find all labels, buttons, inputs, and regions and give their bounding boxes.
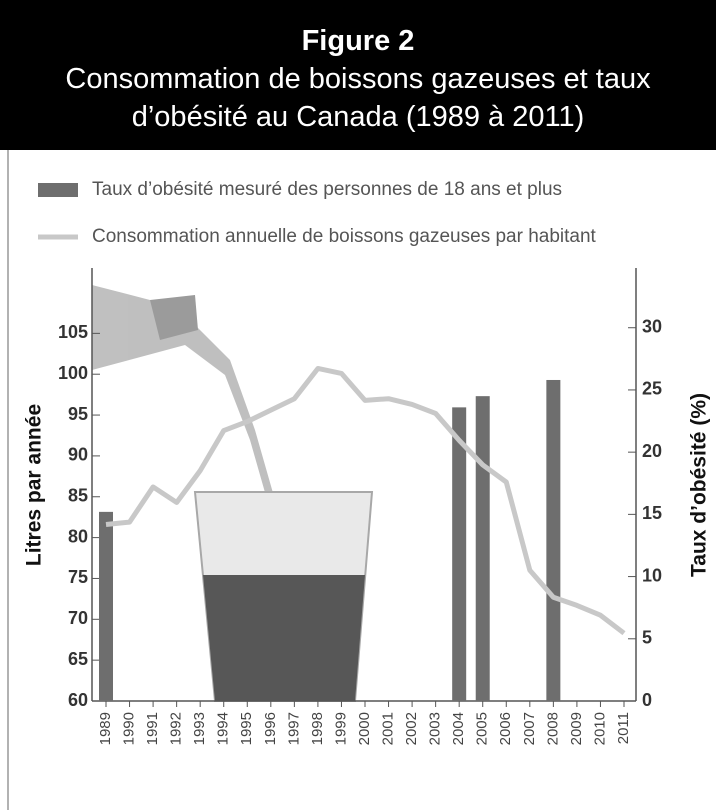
x-tick-label: 1997 (285, 712, 302, 745)
x-tick-label: 1993 (191, 712, 208, 745)
chart-subtitle: Consommation de boissons gazeuses et tau… (48, 60, 668, 136)
y-tick-label: 95 (68, 404, 88, 424)
legend-label: Taux d’obésité mesuré des personnes de 1… (92, 179, 562, 200)
y2-tick-label: 20 (642, 441, 662, 461)
header: Figure 2 Consommation de boissons gazeus… (0, 0, 716, 150)
x-tick-label: 2007 (521, 712, 538, 745)
y-tick-label: 70 (68, 608, 88, 628)
legend-label: Consommation annuelle de boissons gazeus… (92, 226, 597, 247)
y2-tick-label: 5 (642, 628, 652, 648)
illustration (92, 285, 372, 701)
chart-title: Figure 2 (0, 22, 716, 60)
y-tick-label: 100 (58, 363, 88, 383)
y-tick-label: 90 (68, 445, 88, 465)
x-tick-label: 1999 (332, 712, 349, 745)
y2-axis-label: Taux d’obésité (%) (688, 393, 711, 577)
x-tick-label: 2000 (356, 712, 373, 745)
x-tick-label: 1989 (97, 712, 114, 745)
x-tick-label: 1995 (238, 712, 255, 745)
bar (452, 407, 466, 701)
y2-tick-label: 30 (642, 316, 662, 336)
x-tick-label: 2006 (497, 712, 514, 745)
x-tick-label: 1992 (168, 712, 185, 745)
x-tick-label: 1991 (144, 712, 161, 745)
bar (99, 512, 113, 701)
x-tick-label: 2001 (380, 712, 397, 745)
y-axis-label: Litres par année (23, 404, 46, 566)
y2-tick-label: 25 (642, 379, 662, 399)
x-tick-label: 2009 (568, 712, 585, 745)
x-tick-label: 1996 (262, 712, 279, 745)
x-tick-label: 2004 (450, 712, 467, 745)
y-tick-label: 80 (68, 526, 88, 546)
x-tick-label: 1990 (121, 712, 138, 745)
y2-tick-label: 0 (642, 690, 652, 710)
x-tick-label: 2008 (544, 712, 561, 745)
x-tick-label: 2010 (591, 712, 608, 745)
y-tick-label: 85 (68, 486, 88, 506)
legend-swatch (38, 183, 78, 197)
y-tick-label: 65 (68, 649, 88, 669)
bar (546, 380, 560, 701)
x-tick-label: 2003 (427, 712, 444, 745)
y2-tick-label: 15 (642, 503, 662, 523)
page: Litres par année Taux d’obésité (%) 60 65… (0, 0, 716, 810)
x-tick-label: 2011 (615, 712, 632, 744)
y2-tick-label: 10 (642, 565, 662, 585)
y-tick-label: 75 (68, 567, 88, 587)
bar (476, 396, 490, 701)
x-tick-label: 2002 (403, 712, 420, 745)
x-tick-label: 1994 (215, 712, 232, 745)
x-tick-label: 2005 (474, 712, 491, 745)
x-tick-label: 1998 (309, 712, 326, 745)
y-tick-label: 105 (58, 322, 88, 342)
y-tick-label: 60 (68, 690, 88, 710)
